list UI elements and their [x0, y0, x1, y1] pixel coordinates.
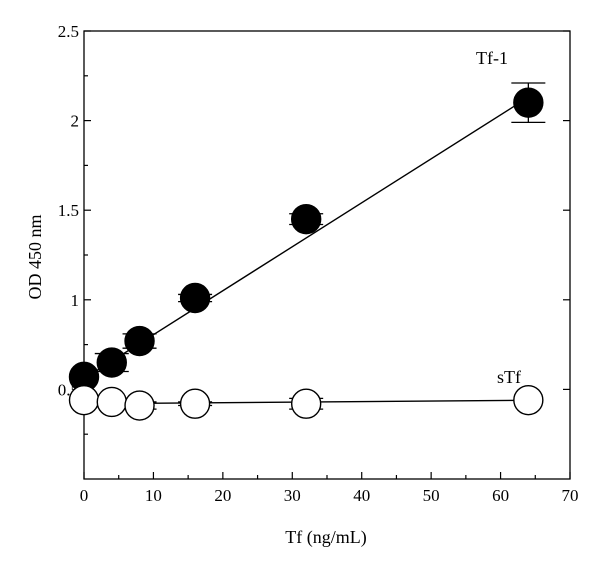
data-point: [96, 386, 127, 418]
x-tick-label: 10: [145, 486, 162, 505]
x-tick-label: 0: [80, 486, 89, 505]
series-stf: [68, 384, 544, 421]
data-point: [513, 87, 544, 118]
series-layer: [68, 82, 546, 421]
y-axis-title: OD 450 nm: [25, 215, 45, 300]
y-tick-label: 2.5: [58, 22, 79, 41]
data-point: [179, 282, 211, 314]
x-tick-label: 50: [423, 486, 440, 505]
data-point: [290, 203, 322, 235]
data-point: [96, 347, 127, 378]
y-tick-label: 1.5: [58, 201, 79, 220]
fit-line: [83, 96, 529, 380]
series-label-tf-1: Tf-1: [476, 48, 508, 68]
series-tf-1: [68, 82, 546, 393]
data-point: [124, 390, 155, 421]
x-tick-label: 20: [214, 486, 231, 505]
data-point: [179, 388, 211, 419]
series-label-stf: sTf: [497, 367, 521, 387]
x-tick-label: 30: [284, 486, 301, 505]
x-axis-title: Tf (ng/mL): [285, 527, 366, 548]
data-point: [513, 384, 544, 416]
x-tick-label: 60: [492, 486, 509, 505]
plot-frame: [83, 30, 571, 480]
data-point: [68, 384, 100, 416]
data-point: [290, 388, 322, 419]
data-point: [124, 325, 155, 357]
x-tick-label: 70: [562, 486, 579, 505]
x-axis: 0 10 20 30 40 50 60 70: [80, 472, 579, 505]
labels-layer: Tf-1 sTf: [476, 48, 521, 387]
y-tick-label: 1: [71, 291, 80, 310]
y-axis: 0.511.522.5: [58, 22, 570, 435]
plot-area: [83, 30, 571, 480]
x-tick-label: 40: [353, 486, 370, 505]
y-tick-label: 2: [71, 112, 80, 131]
